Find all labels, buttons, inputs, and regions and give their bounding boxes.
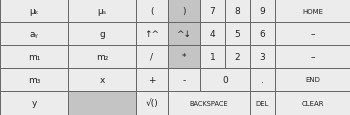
Bar: [136, 46, 168, 68]
Text: ↑^: ↑^: [145, 30, 160, 39]
Bar: [275, 91, 350, 115]
Text: CLEAR: CLEAR: [301, 100, 324, 106]
Bar: [168, 46, 200, 68]
Text: g: g: [99, 30, 105, 39]
Text: 1: 1: [210, 53, 215, 61]
Bar: [200, 68, 250, 91]
Text: 2: 2: [235, 53, 240, 61]
Text: ): ): [182, 7, 186, 16]
Bar: [275, 68, 350, 91]
Bar: [0, 68, 68, 91]
Text: √(): √(): [146, 99, 158, 108]
Text: m₁: m₁: [28, 53, 40, 61]
Text: -: -: [182, 75, 186, 84]
Bar: [250, 91, 275, 115]
Text: BACKSPACE: BACKSPACE: [190, 100, 228, 106]
Bar: [68, 91, 136, 115]
Bar: [250, 68, 275, 91]
Text: HOME: HOME: [302, 8, 323, 14]
Text: aᵧ: aᵧ: [29, 30, 38, 39]
Text: 5: 5: [234, 30, 240, 39]
Text: –: –: [310, 53, 315, 61]
Bar: [275, 0, 350, 23]
Text: 8: 8: [234, 7, 240, 16]
Text: 4: 4: [210, 30, 215, 39]
Bar: [275, 23, 350, 46]
Text: END: END: [305, 77, 320, 83]
Bar: [0, 23, 68, 46]
Bar: [68, 46, 136, 68]
Text: y: y: [31, 99, 37, 108]
Text: x: x: [99, 75, 105, 84]
Text: +: +: [148, 75, 156, 84]
Bar: [250, 0, 275, 23]
Bar: [225, 46, 250, 68]
Bar: [168, 91, 250, 115]
Text: /: /: [150, 53, 154, 61]
Bar: [136, 0, 168, 23]
Bar: [225, 23, 250, 46]
Bar: [250, 46, 275, 68]
Text: 7: 7: [210, 7, 215, 16]
Text: (: (: [150, 7, 154, 16]
Bar: [225, 0, 250, 23]
Text: 9: 9: [260, 7, 265, 16]
Text: μₖ: μₖ: [29, 7, 39, 16]
Bar: [0, 46, 68, 68]
Bar: [68, 23, 136, 46]
Bar: [136, 23, 168, 46]
Text: –: –: [310, 30, 315, 39]
Bar: [168, 23, 200, 46]
Bar: [68, 68, 136, 91]
Bar: [250, 23, 275, 46]
Bar: [136, 91, 168, 115]
Text: m₃: m₃: [28, 75, 40, 84]
Text: 3: 3: [260, 53, 265, 61]
Text: *: *: [182, 53, 186, 61]
Bar: [275, 46, 350, 68]
Text: 6: 6: [260, 30, 265, 39]
Text: μₛ: μₛ: [97, 7, 106, 16]
Bar: [200, 0, 225, 23]
Text: 0: 0: [222, 75, 228, 84]
Bar: [136, 68, 168, 91]
Text: DEL: DEL: [256, 100, 269, 106]
Bar: [68, 0, 136, 23]
Bar: [0, 0, 68, 23]
Bar: [200, 46, 225, 68]
Text: .: .: [261, 75, 264, 84]
Text: m₂: m₂: [96, 53, 108, 61]
Bar: [168, 0, 200, 23]
Text: ^↓: ^↓: [176, 30, 191, 39]
Bar: [0, 91, 68, 115]
Bar: [200, 23, 225, 46]
Bar: [168, 68, 200, 91]
